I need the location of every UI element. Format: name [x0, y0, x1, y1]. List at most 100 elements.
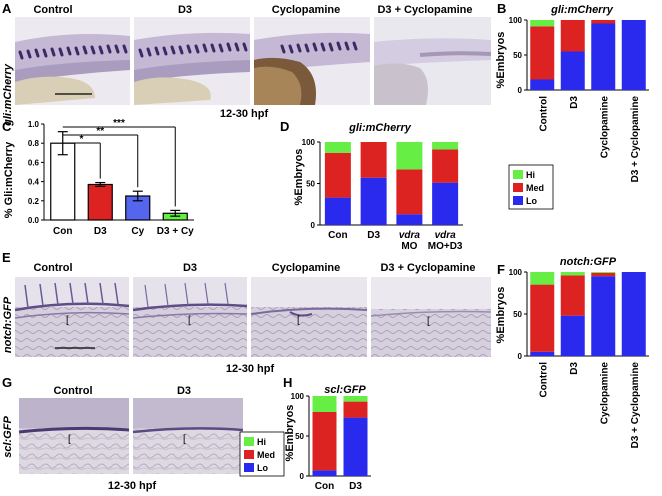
- svg-text:[: [: [66, 315, 69, 326]
- panel-h-chart: 0 50 100 Con D3: [291, 392, 371, 492]
- y-tick-label: 50: [306, 180, 315, 189]
- panel-a-image-control: [15, 17, 130, 105]
- panel-c-ylabel: % Gli:mCherry: [3, 141, 15, 218]
- panel-b-title: gli:mCherry: [550, 4, 614, 16]
- panel-c-letter: C: [2, 119, 12, 134]
- panel-b: B gli:mCherry %Embryos 0 50 100 Control D3 Cy…: [495, 1, 649, 210]
- legend-swatch-med: [244, 450, 254, 459]
- x-tick-label: Cyclopamine: [599, 96, 610, 159]
- sig-label: ***: [113, 118, 125, 129]
- bar-med: [343, 401, 368, 418]
- panel-b-letter: B: [497, 1, 506, 16]
- y-tick-label: 100: [302, 138, 316, 147]
- panel-a-image-d3: [134, 17, 250, 105]
- y-tick-label: 0.0: [28, 216, 40, 225]
- bar-hi: [560, 272, 585, 276]
- bar-med: [324, 152, 351, 198]
- y-tick-label: 50: [295, 432, 304, 441]
- panel-a-col-control: Control: [33, 4, 72, 16]
- bar-lo: [324, 197, 351, 225]
- bar-hi: [432, 142, 459, 150]
- sig-label: **: [96, 126, 104, 137]
- y-tick-label: 0: [300, 472, 305, 481]
- y-tick-label: 0.8: [28, 139, 40, 148]
- panel-e: E Control D3 Cyclopamine D3 + Cyclopamin…: [2, 250, 492, 375]
- panel-g: G Control D3 scl:GFP [ [ 12-30 hpf: [2, 375, 244, 492]
- x-tick-label: Control: [538, 362, 549, 398]
- bar-med: [591, 20, 616, 24]
- x-tick-label: D3: [569, 362, 580, 375]
- x-tick-label: D3: [94, 226, 107, 237]
- bar-lo: [396, 214, 423, 225]
- panel-h-ylabel: %Embryos: [284, 405, 296, 462]
- x-tick-label: D3 + Cyclopamine: [630, 362, 641, 449]
- bar-med: [396, 169, 423, 215]
- x-tick-label: vdra: [435, 230, 457, 241]
- panel-e-col-d3: D3: [183, 262, 197, 274]
- y-tick-label: 100: [509, 16, 523, 25]
- y-tick-label: 100: [291, 392, 305, 401]
- bar: [50, 142, 76, 221]
- svg-text:[: [: [183, 434, 186, 445]
- svg-text:[: [: [68, 434, 71, 445]
- legend-label-lo: Lo: [526, 196, 537, 206]
- panel-f-ylabel: %Embryos: [495, 287, 507, 344]
- panel-b-chart: 0 50 100 Control D3 Cyclopamine D3 + Cyclopami…: [509, 16, 649, 182]
- legend-label-med: Med: [257, 450, 275, 460]
- y-tick-label: 0.2: [28, 197, 40, 206]
- bar-lo: [621, 272, 646, 356]
- panel-g-col-control: Control: [53, 385, 92, 397]
- panel-e-image-d3: [: [132, 277, 248, 357]
- panel-e-image-cyclopamine: [: [250, 277, 368, 357]
- legend-label-hi: Hi: [257, 437, 266, 447]
- panel-e-col-d3-cyclopamine: D3 + Cyclopamine: [380, 262, 475, 274]
- y-tick-label: 50: [513, 51, 522, 60]
- bar-lo: [312, 470, 337, 476]
- legend-label-med: Med: [526, 183, 544, 193]
- panel-a-image-d3-cyclopamine: [374, 17, 492, 105]
- panel-h-letter: H: [283, 375, 292, 390]
- panel-e-col-cyclopamine: Cyclopamine: [272, 262, 340, 274]
- panel-d-ylabel: %Embryos: [293, 149, 305, 206]
- bar-hi: [591, 272, 616, 273]
- legend-swatch-hi: [513, 170, 523, 179]
- panel-a-col-cyclopamine: Cyclopamine: [272, 4, 340, 16]
- bar-lo: [560, 315, 585, 356]
- panel-a-time-caption: 12-30 hpf: [220, 108, 269, 120]
- bar-lo: [621, 20, 646, 90]
- bar-med: [591, 272, 616, 277]
- svg-text:[: [: [297, 315, 300, 326]
- svg-text:[: [: [427, 316, 430, 327]
- panel-a-col-d3: D3: [178, 4, 192, 16]
- panel-e-letter: E: [2, 250, 11, 265]
- bar-lo: [591, 276, 616, 356]
- x-tick-label: Cyclopamine: [599, 362, 610, 425]
- bar-hi: [530, 20, 555, 27]
- panel-b-legend: Hi Med Lo: [508, 164, 554, 210]
- x-tick-label: vdra: [399, 230, 421, 241]
- bar-med: [360, 142, 387, 178]
- bar-lo: [560, 51, 585, 90]
- bar-hi: [530, 272, 555, 285]
- panel-a-image-cyclopamine: [254, 17, 370, 105]
- y-tick-label: 0: [518, 86, 523, 95]
- panel-e-image-d3-cyclopamine: [: [370, 277, 492, 357]
- panel-h-title: scl:GFP: [324, 384, 366, 396]
- panel-b-ylabel: %Embryos: [495, 32, 507, 89]
- x-tick-label: D3 + Cyclopamine: [630, 96, 641, 183]
- bar-med: [560, 275, 585, 316]
- x-tick-label: D3: [569, 96, 580, 109]
- panel-d-title: gli:mCherry: [348, 122, 412, 134]
- x-tick-label: D3 + Cy: [157, 226, 194, 237]
- panel-e-image-control: [: [14, 277, 130, 357]
- panel-a-col-d3-cyclopamine: D3 + Cyclopamine: [377, 4, 472, 16]
- panel-f-title: notch:GFP: [560, 256, 617, 268]
- x-tick-label: Cy: [131, 226, 144, 237]
- panel-g-image-control: [: [18, 398, 130, 474]
- bar-med: [560, 20, 585, 52]
- y-tick-label: 0.4: [28, 178, 40, 187]
- legend-swatch-lo: [513, 196, 523, 205]
- bar-lo: [343, 417, 368, 476]
- panel-g-letter: G: [2, 375, 12, 390]
- bar-hi: [343, 396, 368, 402]
